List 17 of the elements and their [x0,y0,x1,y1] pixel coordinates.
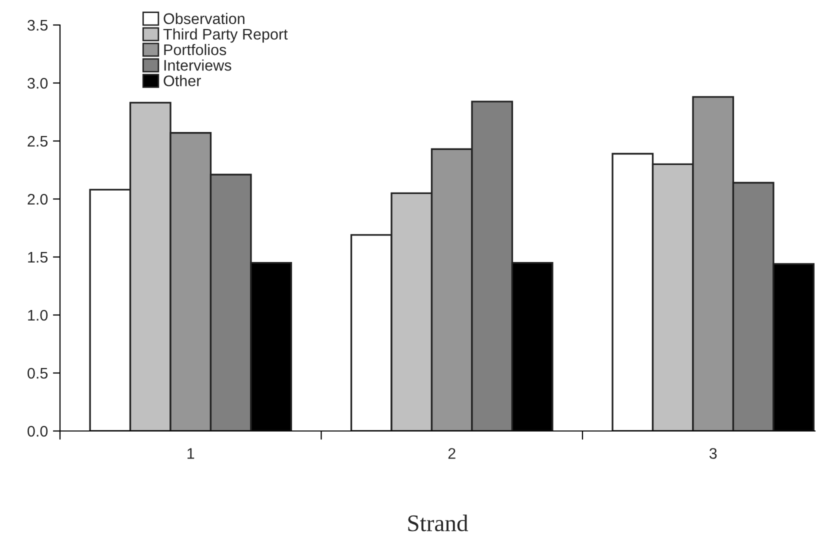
legend-label: Third Party Report [163,28,288,43]
x-axis-title: Strand [408,514,468,532]
x-tick-label: 3 [709,448,717,459]
y-tick-label: 3.0 [28,78,48,89]
legend-label: Portfolios [164,44,226,56]
legend-label: Observation [164,12,244,24]
y-tick-label: 0.5 [28,368,48,379]
y-tick-label: 1.5 [28,252,48,263]
x-tick-label: 2 [448,448,456,459]
y-tick-label: 2.5 [28,136,48,147]
y-tick-label: 1.0 [28,310,48,321]
y-tick-label: 3.5 [28,20,48,31]
x-tick-label: 1 [188,448,194,459]
legend-label: Interviews [164,60,232,71]
y-tick-label: 0.0 [28,426,48,437]
legend-label: Other [164,75,201,86]
y-tick-label: 2.0 [28,194,48,205]
